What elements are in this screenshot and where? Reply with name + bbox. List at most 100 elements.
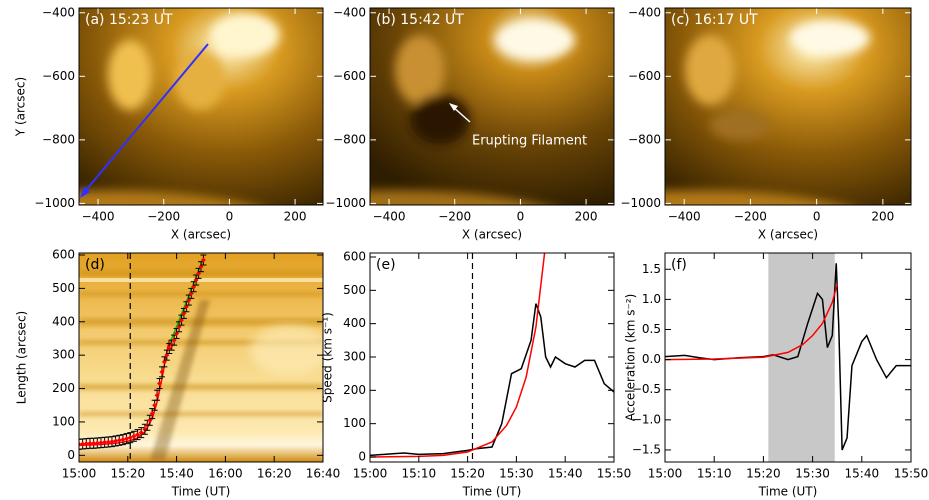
point: [113, 438, 119, 444]
y-tick-label: 500: [52, 281, 75, 295]
y-tick-label: 0: [67, 448, 75, 462]
y-tick-label: −1000: [620, 196, 661, 210]
point: [102, 439, 108, 445]
y-tick-label: −800: [42, 132, 75, 146]
x-tick-label: 15:00: [353, 467, 388, 481]
y-tick-label: 0.0: [642, 352, 661, 366]
x-tick-label: 15:50: [894, 467, 929, 481]
y-tick-label: −800: [628, 132, 661, 146]
frame: [78, 252, 324, 463]
x-tick-label: 200: [871, 210, 894, 224]
point: [120, 437, 126, 443]
point: [109, 439, 115, 445]
y-tick-label: −1.5: [632, 442, 661, 456]
y-tick-label: −600: [628, 69, 661, 83]
plot-area: [79, 253, 207, 462]
frame: [664, 252, 912, 463]
point: [149, 411, 155, 417]
frame: [664, 7, 912, 206]
point: [200, 257, 206, 263]
x-tick-label: 15:20: [450, 467, 485, 481]
x-axis-label: Time (UT): [171, 485, 231, 499]
y-tick-label: 100: [343, 416, 366, 430]
x-tick-label: 15:30: [499, 467, 534, 481]
x-tick-label: 0: [813, 210, 821, 224]
plot-area: [370, 253, 614, 462]
x-tick-label: −200: [147, 210, 180, 224]
panel-label: (a) 15:23 UT: [85, 12, 173, 28]
point: [91, 440, 97, 446]
y-tick-label: −400: [628, 5, 661, 19]
x-tick-label: 16:40: [306, 467, 341, 481]
point: [116, 437, 122, 443]
y-tick-label: 500: [343, 283, 366, 297]
y-axis-label: Length (arcsec): [15, 311, 29, 404]
point: [105, 439, 111, 445]
y-tick-label: 200: [343, 383, 366, 397]
frame: [78, 7, 324, 206]
y-tick-label: −800: [333, 132, 366, 146]
y-tick-label: 400: [52, 314, 75, 328]
y-axis-label: Y (arcsec): [14, 77, 28, 137]
y-tick-label: 1.5: [642, 262, 661, 276]
y-tick-label: 0: [358, 450, 366, 464]
x-tick-label: 200: [575, 210, 598, 224]
point: [98, 440, 104, 446]
point: [135, 432, 141, 438]
frame: [369, 252, 615, 463]
x-tick-label: −200: [438, 210, 471, 224]
point: [154, 392, 160, 398]
y-tick-label: −400: [42, 5, 75, 19]
y-tick-label: 0.5: [642, 322, 661, 336]
x-tick-label: −400: [668, 210, 701, 224]
x-tick-label: 15:10: [402, 467, 437, 481]
y-tick-label: 300: [52, 348, 75, 362]
x-axis-label: Time (UT): [758, 485, 818, 499]
y-axis-label: Acceleration (km s⁻²): [624, 294, 638, 422]
x-tick-label: 15:20: [111, 467, 146, 481]
y-tick-label: −1000: [325, 196, 366, 210]
annotation: Erupting Filament: [472, 134, 587, 149]
y-tick-label: 600: [343, 250, 366, 264]
point: [157, 381, 163, 387]
x-tick-label: 15:40: [845, 467, 880, 481]
x-tick-label: 15:00: [648, 467, 683, 481]
x-tick-label: 15:50: [597, 467, 632, 481]
y-tick-label: −400: [333, 5, 366, 19]
image-a: [79, 8, 323, 205]
x-tick-label: 15:30: [795, 467, 830, 481]
y-tick-label: −0.5: [632, 382, 661, 396]
point: [152, 402, 158, 408]
y-tick-label: 400: [343, 316, 366, 330]
x-tick-label: 15:00: [62, 467, 97, 481]
x-tick-label: −200: [734, 210, 767, 224]
image-c: [665, 8, 911, 205]
point: [79, 441, 82, 447]
x-tick-label: 15:10: [697, 467, 732, 481]
x-tick-label: 0: [517, 210, 525, 224]
x-axis-label: X (arcsec): [171, 228, 231, 242]
panel-label: (e): [376, 257, 396, 273]
point: [83, 441, 89, 447]
x-tick-label: 15:40: [548, 467, 583, 481]
panel-label: (c) 16:17 UT: [671, 12, 758, 28]
x-axis-label: Time (UT): [462, 485, 522, 499]
x-tick-label: 200: [284, 210, 307, 224]
y-tick-label: 600: [52, 248, 75, 262]
y-tick-label: −600: [333, 69, 366, 83]
shaded-span: [768, 253, 835, 462]
panel-label: (b) 15:42 UT: [376, 12, 464, 28]
point: [94, 440, 100, 446]
x-tick-label: 15:40: [159, 467, 194, 481]
x-axis-label: X (arcsec): [462, 228, 522, 242]
series-line: [370, 253, 546, 458]
y-tick-label: −600: [42, 69, 75, 83]
x-tick-label: −400: [373, 210, 406, 224]
y-tick-label: −1.0: [632, 412, 661, 426]
panel-label: (d): [85, 257, 105, 273]
y-tick-label: 300: [343, 350, 366, 364]
y-tick-label: −1000: [34, 196, 75, 210]
point: [87, 440, 93, 446]
y-tick-label: 100: [52, 414, 75, 428]
